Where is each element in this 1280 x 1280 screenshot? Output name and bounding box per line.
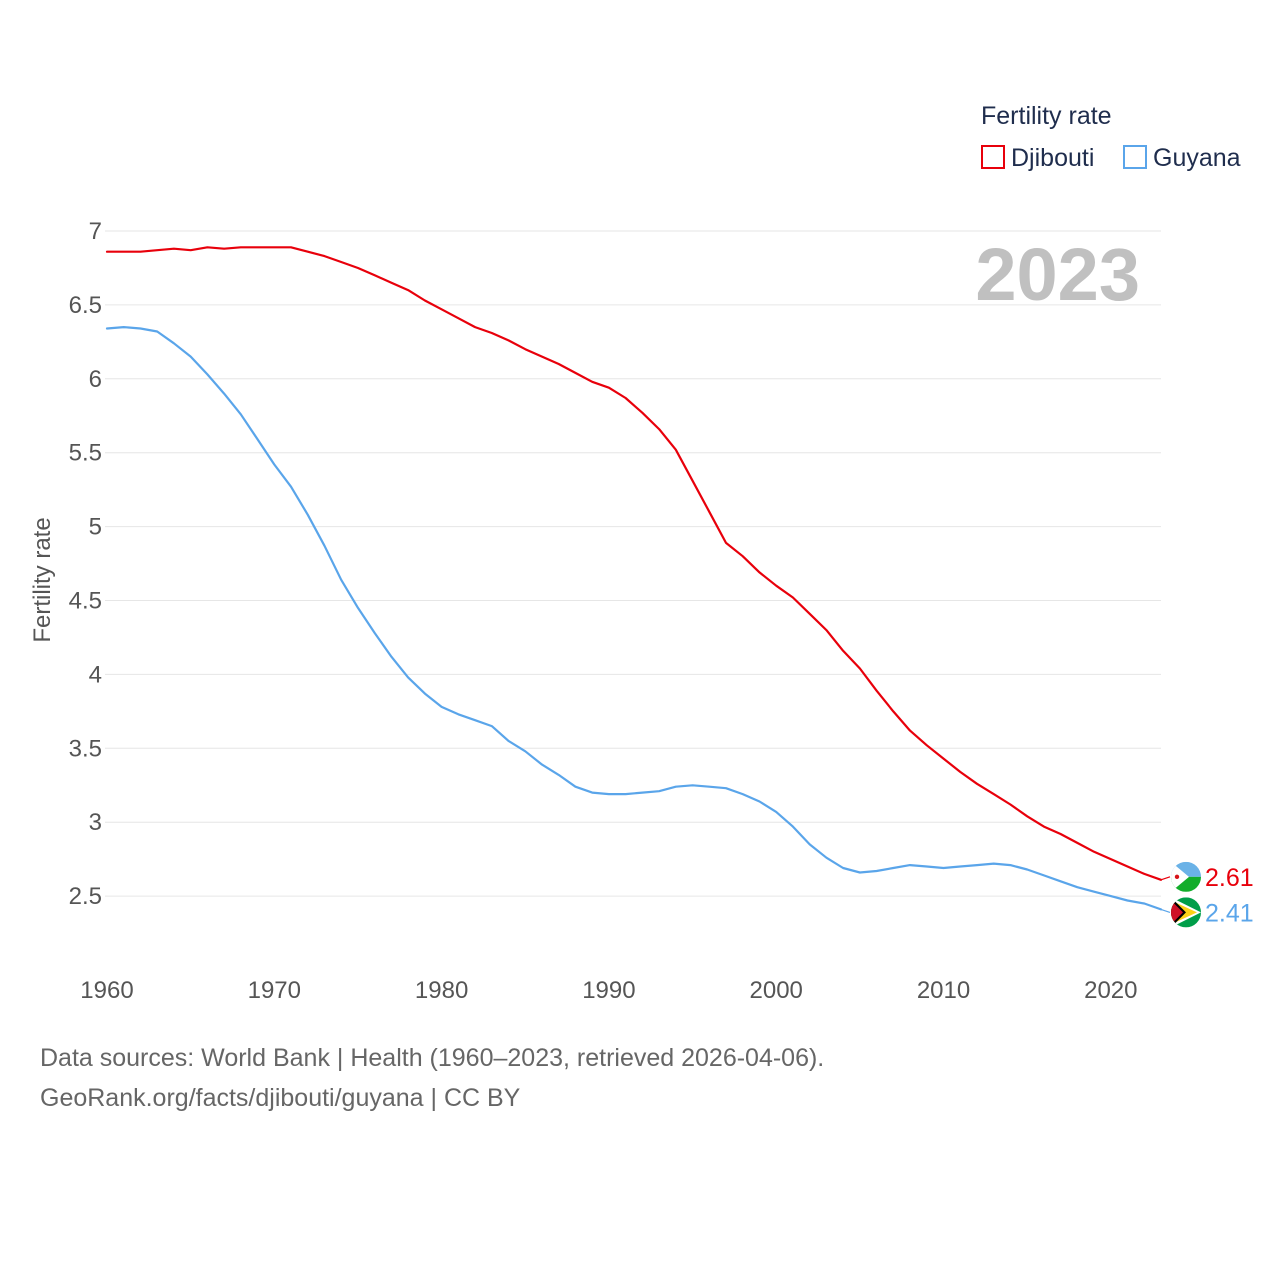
y-tick-label: 6 — [89, 366, 102, 393]
x-tick-label: 1990 — [582, 977, 635, 1004]
data-source-note: Data sources: World Bank | Health (1960–… — [40, 1044, 825, 1072]
y-tick-label: 6.5 — [69, 292, 102, 319]
y-tick-label: 5 — [89, 514, 102, 541]
end-value-guyana: 2.41 — [1205, 899, 1254, 927]
series-lines — [105, 246, 1163, 911]
y-axis-ticks: 2.5 3 3.5 4 4.5 5 5.5 6 6.5 7 — [69, 218, 102, 910]
x-tick-label: 1970 — [248, 977, 301, 1004]
legend-swatch-djibouti — [981, 145, 1005, 169]
series-end-markers: 2.61 2.41 — [1160, 861, 1254, 928]
legend-label-guyana: Guyana — [1153, 144, 1241, 172]
y-tick-label: 4 — [89, 661, 102, 688]
x-tick-label: 2020 — [1084, 977, 1137, 1004]
series-line-guyana[interactable] — [105, 326, 1163, 911]
legend-title: Fertility rate — [981, 102, 1112, 130]
legend-item-guyana[interactable]: Guyana — [1123, 144, 1241, 172]
legend-label-djibouti: Djibouti — [1011, 144, 1094, 172]
end-value-djibouti: 2.61 — [1205, 864, 1254, 892]
y-tick-label: 3 — [89, 809, 102, 836]
x-tick-label: 1980 — [415, 977, 468, 1004]
guyana-flag-icon — [1171, 897, 1201, 928]
y-tick-label: 4.5 — [69, 588, 102, 615]
y-tick-label: 2.5 — [69, 883, 102, 910]
current-year-label: 2023 — [975, 233, 1140, 316]
y-tick-label: 7 — [89, 218, 102, 245]
x-tick-label: 1960 — [80, 977, 133, 1004]
y-axis-title: Fertility rate — [29, 517, 56, 642]
end-connector-guyana — [1160, 908, 1171, 913]
x-tick-label: 2010 — [917, 977, 970, 1004]
legend-item-djibouti[interactable]: Djibouti — [981, 144, 1094, 172]
y-tick-label: 5.5 — [69, 440, 102, 467]
legend: Fertility rate Djibouti Guyana — [981, 102, 1241, 172]
x-tick-label: 2000 — [750, 977, 803, 1004]
djibouti-flag-icon — [1171, 861, 1201, 892]
y-tick-label: 3.5 — [69, 735, 102, 762]
credit-link[interactable]: GeoRank.org/facts/djibouti/guyana | CC B… — [40, 1084, 521, 1112]
x-axis-ticks: 1960 1970 1980 1990 2000 2010 2020 — [80, 977, 1137, 1004]
series-line-djibouti[interactable] — [105, 246, 1163, 881]
end-connector-djibouti — [1160, 876, 1171, 881]
legend-swatch-guyana — [1123, 145, 1147, 169]
grid-lines — [105, 230, 1161, 897]
